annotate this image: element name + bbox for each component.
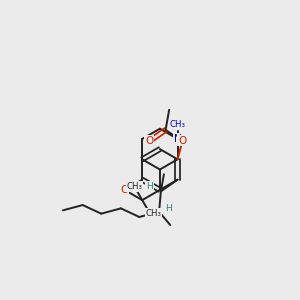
Text: H: H: [165, 204, 172, 213]
Text: O: O: [120, 185, 129, 195]
Text: O: O: [178, 136, 186, 146]
Text: CH₃: CH₃: [127, 182, 142, 191]
Text: CH₃: CH₃: [169, 120, 186, 129]
Text: CH₃: CH₃: [146, 208, 162, 217]
Text: O: O: [145, 136, 153, 146]
Text: N: N: [174, 134, 182, 144]
Text: H: H: [146, 182, 153, 190]
